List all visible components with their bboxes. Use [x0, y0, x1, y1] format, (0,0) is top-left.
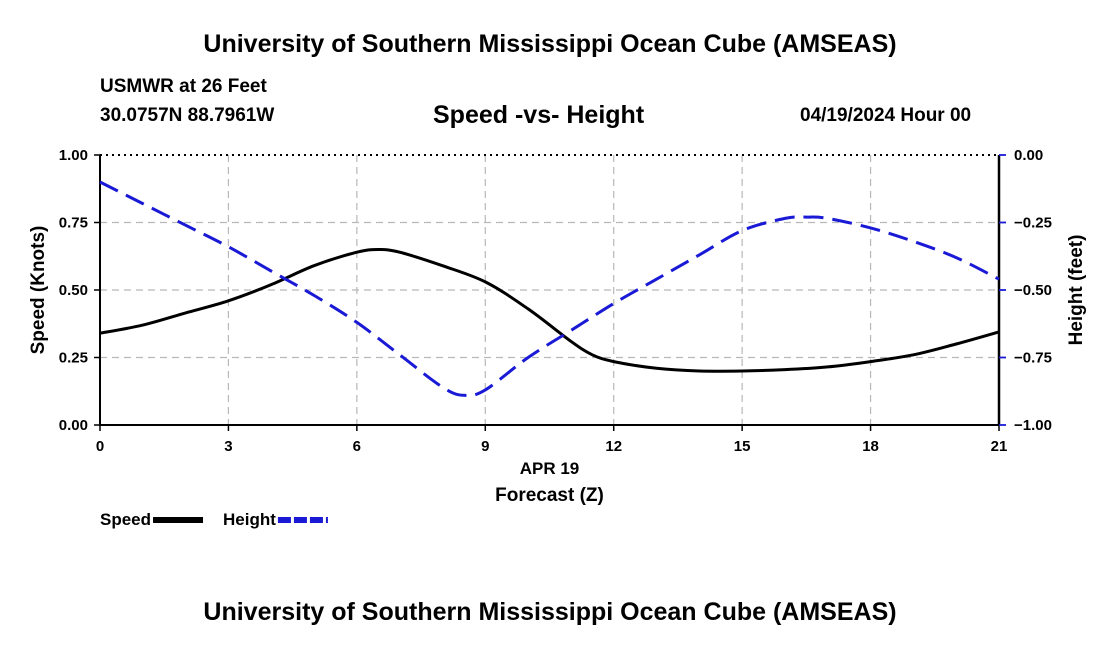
x-axis-date-label: APR 19 [520, 459, 580, 478]
x-tick-label-6: 18 [862, 438, 879, 455]
right-y-tick-label-0: −1.00 [1014, 417, 1052, 434]
labels-layer: 0 3 6 9 12 15 18 21 0.00 0.25 0.50 0.75 1.00 −1.00 −0.… [28, 147, 1087, 506]
axes-layer [94, 154, 1006, 431]
x-tick-label-7: 21 [991, 438, 1008, 455]
left-y-axis-title: Speed (Knots) [28, 226, 49, 355]
right-y-tick-label-4: 0.00 [1014, 147, 1043, 164]
x-axis-title: Forecast (Z) [495, 485, 604, 506]
legend-layer: Speed Height [100, 510, 328, 529]
coordinates-label: 30.0757N 88.7961W [100, 105, 275, 126]
left-y-tick-label-1: 0.25 [59, 350, 88, 367]
legend-label-height: Height [223, 510, 276, 529]
x-tick-label-1: 3 [224, 438, 232, 455]
right-y-tick-label-1: −0.75 [1014, 350, 1052, 367]
forecast-datetime: 04/19/2024 Hour 00 [800, 105, 972, 126]
right-y-tick-label-3: −0.25 [1014, 215, 1052, 232]
left-y-tick-label-3: 0.75 [59, 215, 88, 232]
series-layer [99, 180, 1000, 398]
grid-layer [100, 155, 999, 425]
left-y-tick-label-0: 0.00 [59, 417, 88, 434]
station-label: USMWR at 26 Feet [100, 76, 267, 97]
right-y-axis-title: Height (feet) [1066, 235, 1087, 346]
left-y-tick-label-4: 1.00 [59, 147, 88, 164]
chart-main-title: University of Southern Mississippi Ocean… [203, 30, 897, 58]
x-tick-label-2: 6 [353, 438, 361, 455]
legend-label-speed: Speed [100, 510, 151, 529]
x-tick-label-4: 12 [605, 438, 622, 455]
chart-subtitle: Speed -vs- Height [433, 101, 645, 129]
x-tick-label-5: 15 [734, 438, 751, 455]
footer-title: University of Southern Mississippi Ocean… [203, 598, 897, 626]
right-y-tick-label-2: −0.50 [1014, 282, 1052, 299]
series-line-height [99, 180, 1000, 398]
left-y-tick-label-2: 0.50 [59, 282, 88, 299]
x-tick-label-0: 0 [96, 438, 104, 455]
x-tick-label-3: 9 [481, 438, 489, 455]
series-line-speed [99, 248, 1000, 373]
